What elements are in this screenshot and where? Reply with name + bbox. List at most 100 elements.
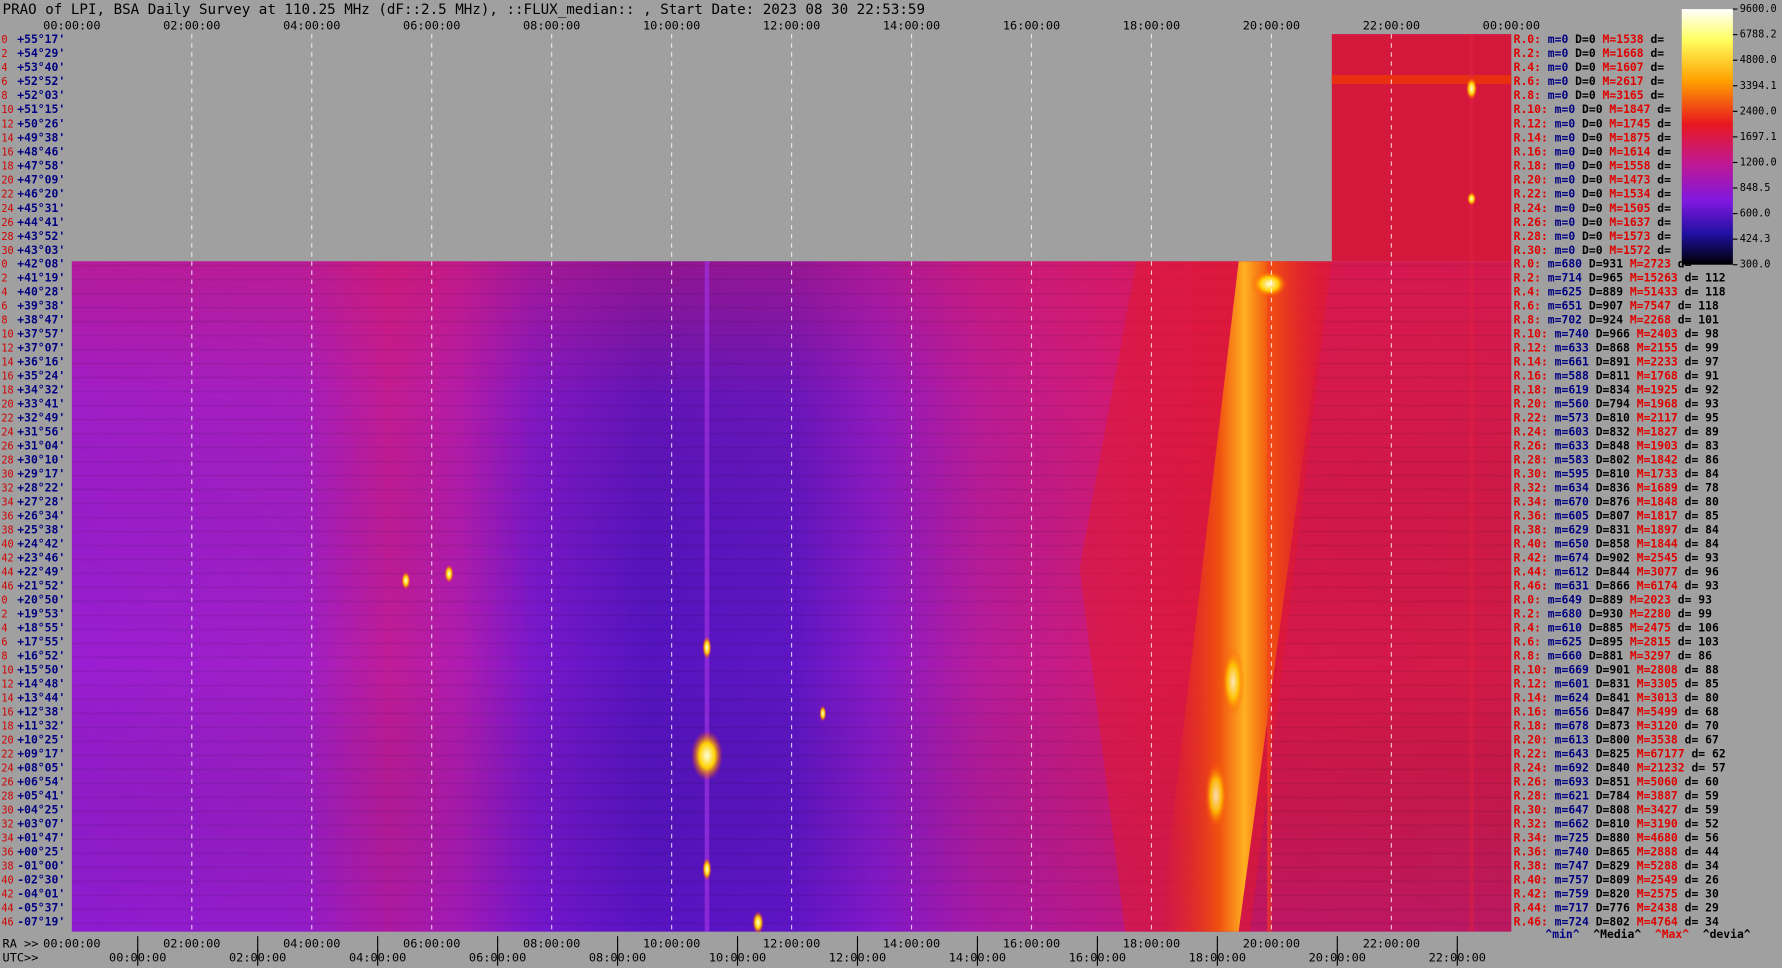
- stat-field: d= 91: [1685, 369, 1719, 383]
- declination-label: +47°09': [17, 173, 65, 187]
- stat-field: d= 57: [1691, 761, 1725, 775]
- row-number: 4: [1, 63, 7, 74]
- stat-field: D=866: [1596, 579, 1630, 593]
- stat-field: d= 84: [1685, 467, 1719, 481]
- stat-field: R.28:: [1514, 229, 1548, 243]
- stat-field: d= 93: [1685, 551, 1719, 565]
- stat-field: m=680: [1548, 257, 1582, 271]
- declination-label: +37°07': [17, 341, 65, 355]
- beam-stats: R.34: m=725 D=880 M=4680 d= 56: [1514, 831, 1719, 845]
- stat-field: d=: [1650, 74, 1664, 88]
- stat-field: R.6:: [1514, 299, 1541, 313]
- stat-field: d= 59: [1685, 803, 1719, 817]
- stat-field: M=1925: [1637, 383, 1678, 397]
- stat-field: M=3165: [1603, 88, 1644, 102]
- stat-field: m=0: [1555, 187, 1576, 201]
- row-number: 24: [1, 428, 13, 439]
- stat-field: m=674: [1555, 551, 1589, 565]
- beam-stats: R.8: m=702 D=924 M=2268 d= 101: [1514, 313, 1719, 327]
- row-number: 4: [1, 624, 7, 635]
- declination-label: +11°32': [17, 719, 65, 733]
- stat-field: R.18:: [1514, 719, 1548, 733]
- stat-field: R.2:: [1514, 271, 1541, 285]
- stat-field: d=: [1657, 243, 1671, 257]
- stat-field: M=1848: [1637, 495, 1678, 509]
- stat-field: d= 97: [1685, 355, 1719, 369]
- stat-field: D=0: [1582, 201, 1603, 215]
- stat-field: D=868: [1596, 341, 1630, 355]
- stat-field: R.8:: [1514, 649, 1541, 663]
- declination-label: +44°41': [17, 215, 65, 229]
- beam-stats: R.32: m=662 D=810 M=3190 d= 52: [1514, 817, 1719, 831]
- row-number: 18: [1, 386, 13, 397]
- stat-field: M=2617: [1603, 74, 1644, 88]
- declination-label: +43°03': [17, 243, 65, 257]
- stat-field: R.22:: [1514, 411, 1548, 425]
- stat-field: d= 78: [1685, 481, 1719, 495]
- stat-field: D=820: [1596, 887, 1630, 901]
- stat-field: D=924: [1589, 313, 1623, 327]
- beam-stats: R.16: m=588 D=811 M=1768 d= 91: [1514, 369, 1719, 383]
- beam-stats: R.16: m=656 D=847 M=5499 d= 68: [1514, 705, 1719, 719]
- declination-label: +50°26': [17, 116, 65, 130]
- declination-label: +06°54': [17, 775, 65, 789]
- beam-stats: R.2: m=714 D=965 M=15263 d= 112: [1514, 271, 1726, 285]
- stat-field: d=: [1650, 46, 1664, 60]
- beam-stats: R.2: m=0 D=0 M=1668 d=: [1514, 46, 1665, 60]
- footer-field: ^devia^: [1703, 927, 1751, 941]
- stat-field: R.12:: [1514, 341, 1548, 355]
- stat-field: D=848: [1596, 439, 1630, 453]
- stat-field: d=: [1657, 116, 1671, 130]
- stat-field: D=0: [1575, 88, 1596, 102]
- beam-stats: R.28: m=583 D=802 M=1842 d= 86: [1514, 453, 1719, 467]
- time-tick-label: 02:00:00: [163, 19, 220, 33]
- stat-field: D=844: [1596, 565, 1630, 579]
- row-number: 2: [1, 49, 7, 60]
- beam-stats: R.10: m=740 D=966 M=2403 d= 98: [1514, 327, 1719, 341]
- stat-field: D=931: [1589, 257, 1623, 271]
- stat-field: M=4680: [1637, 831, 1678, 845]
- stat-field: d= 86: [1685, 453, 1719, 467]
- ra-tick-label: 10:00:00: [643, 937, 700, 951]
- row-number: 28: [1, 792, 13, 803]
- stat-field: d= 84: [1685, 523, 1719, 537]
- stat-field: d= 95: [1685, 411, 1719, 425]
- stat-field: D=802: [1596, 453, 1630, 467]
- stat-field: M=1842: [1637, 453, 1678, 467]
- colorbar-tick-label: 6788.2: [1740, 30, 1777, 41]
- stat-field: d= 59: [1685, 789, 1719, 803]
- declination-label: +29°17': [17, 467, 65, 481]
- stat-field: m=0: [1555, 159, 1576, 173]
- stat-field: m=680: [1548, 607, 1582, 621]
- stat-field: m=759: [1555, 887, 1589, 901]
- stat-field: R.44:: [1514, 565, 1548, 579]
- beam-stats: R.10: m=669 D=901 M=2808 d= 88: [1514, 663, 1719, 677]
- declination-label: +13°44': [17, 691, 65, 705]
- stat-field: m=0: [1548, 46, 1569, 60]
- stat-field: R.8:: [1514, 88, 1541, 102]
- declination-label: +36°16': [17, 355, 65, 369]
- stat-field: m=605: [1555, 509, 1589, 523]
- stat-field: m=647: [1555, 803, 1589, 817]
- beam-stats: R.46: m=724 D=802 M=4764 d= 34: [1514, 915, 1719, 929]
- declination-label: +24°42': [17, 537, 65, 551]
- stat-field: m=619: [1555, 383, 1589, 397]
- stats-footer: ^min^ ^Media^ ^Max^ ^devia^: [1545, 927, 1750, 941]
- stat-field: D=0: [1582, 116, 1603, 130]
- stat-field: M=1903: [1637, 439, 1678, 453]
- stat-field: d= 83: [1685, 439, 1719, 453]
- stat-field: M=3190: [1637, 817, 1678, 831]
- stat-field: D=0: [1575, 60, 1596, 74]
- beam-stats: R.4: m=625 D=889 M=51433 d= 118: [1514, 285, 1726, 299]
- row-number: 2: [1, 610, 7, 621]
- declination-label: +52°03': [17, 88, 65, 102]
- stat-field: D=881: [1589, 649, 1623, 663]
- beam-stats: R.22: m=643 D=825 M=67177 d= 62: [1514, 747, 1726, 761]
- footer-field: ^Max^: [1655, 927, 1689, 941]
- utc-label: UTC>>: [3, 950, 39, 964]
- stat-field: D=829: [1596, 859, 1630, 873]
- stat-field: R.20:: [1514, 733, 1548, 747]
- stat-field: M=2545: [1637, 551, 1678, 565]
- beam-stats: R.8: m=660 D=881 M=3297 d= 86: [1514, 649, 1713, 663]
- row-number: 20: [1, 736, 13, 747]
